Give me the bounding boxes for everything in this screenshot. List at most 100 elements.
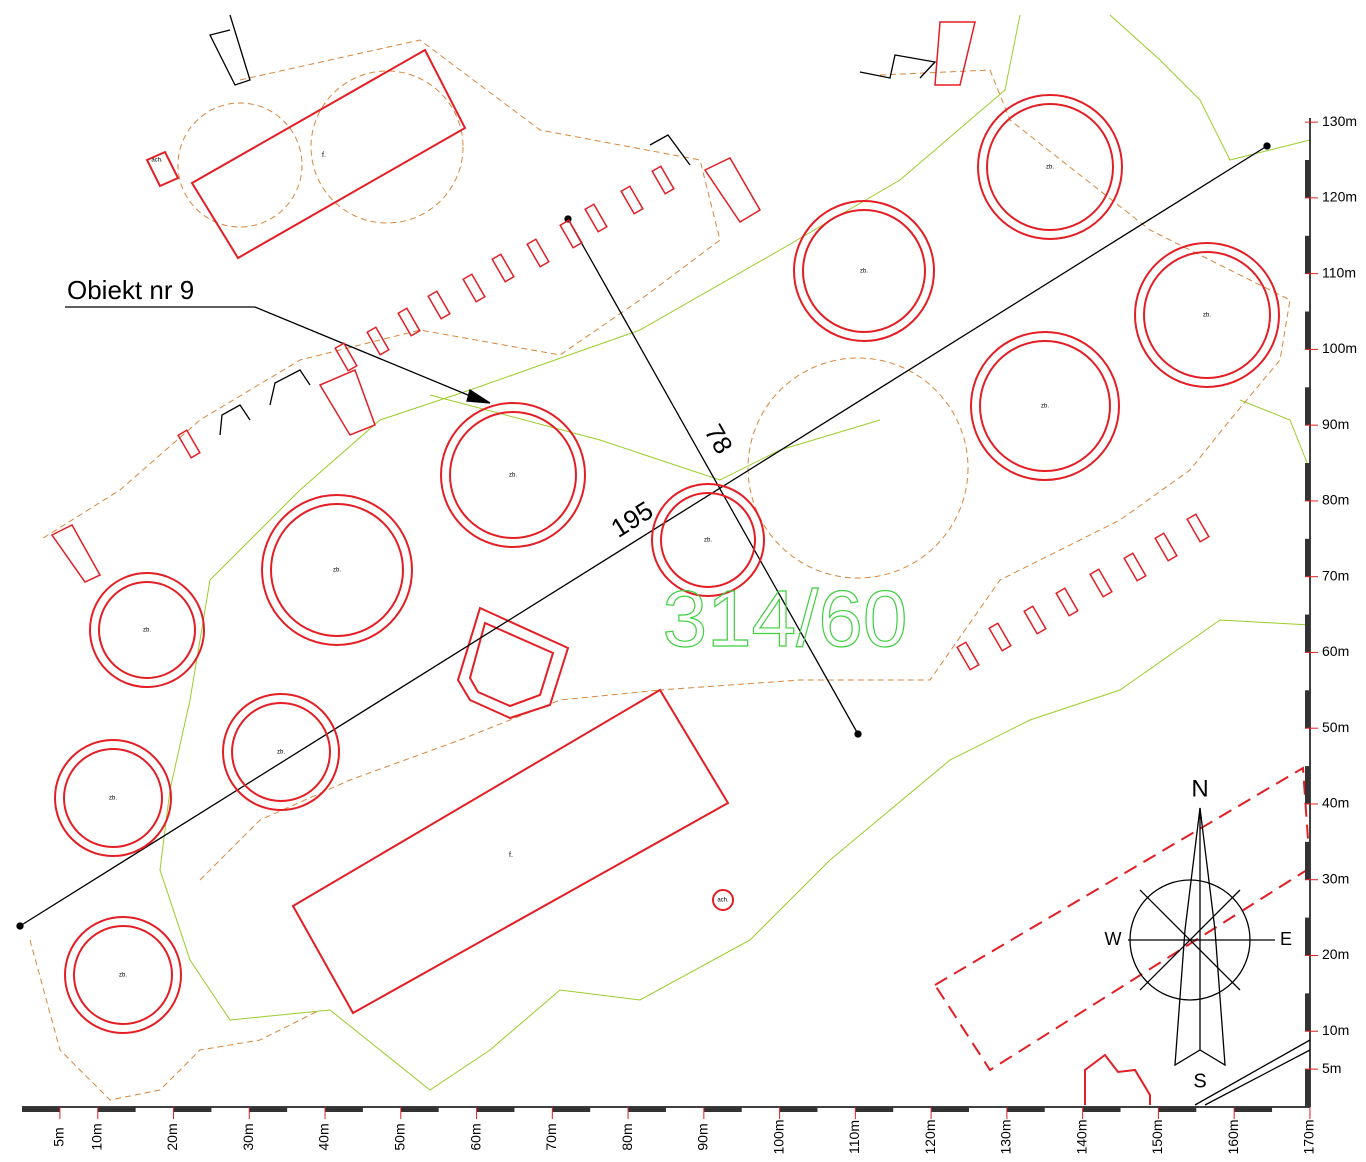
tree-label: zb. [333,568,341,574]
y-scale-label: 10m [1322,1022,1349,1038]
y-scale-segment [1305,236,1310,274]
y-scale-segment [1305,539,1310,577]
y-scale-label: 100m [1322,340,1357,356]
parking-spot [1024,606,1046,634]
parking-spot [1187,514,1209,542]
y-scale-label: 70m [1322,567,1349,583]
y-scale-segment [1305,312,1310,350]
x-scale-segment [98,1107,136,1112]
y-scale-label: 130m [1322,113,1357,129]
tree-label: zb. [1041,404,1049,410]
x-scale-label: 130m [998,1119,1014,1154]
shed-label: ach. [151,158,163,164]
x-scale-label: 30m [240,1123,256,1150]
tree-label: zb. [119,973,127,979]
y-scale-label: 40m [1322,795,1349,811]
y-scale-segment [1305,463,1310,501]
y-scale-label: 50m [1322,719,1349,735]
trees: zb.zb.zb.zb.zb.zb.zb.zb.zb.zb.zb. [55,95,1279,1033]
parking-spot [527,239,549,267]
y-scale-segment [1305,160,1310,198]
x-scale-segment [1234,1107,1272,1112]
parking-spot [652,166,674,194]
y-scale-label: 120m [1322,189,1357,205]
y-scale-segment [1305,842,1310,880]
y-scale-label: 110m [1322,264,1356,280]
x-scale-label: 60m [467,1123,483,1150]
y-scale-label: 20m [1322,946,1349,962]
parking-spot [428,291,450,319]
y-scale-label: 80m [1322,492,1349,508]
compass-n: N [1191,775,1208,802]
parking-spot [957,642,979,670]
x-scale-label: 160m [1225,1119,1241,1154]
tree-label: zb. [704,538,712,544]
garage-label: f. [322,152,326,159]
x-scale-segment [401,1107,439,1112]
x-scale-segment [1083,1107,1121,1112]
y-scale-segment [1305,387,1310,425]
x-scale-label: 40m [316,1123,332,1150]
parking-spot [989,623,1011,651]
parking-spot [1155,533,1177,561]
y-scale-segment [1305,766,1310,804]
tree-label: zb. [109,796,117,802]
y-scale-label: 60m [1322,643,1349,659]
x-scale-label: 20m [164,1123,180,1150]
x-scale-segment [704,1107,742,1112]
site-plan: zb.zb.zb.zb.zb.zb.zb.zb.zb.zb.zb. 5m10m2… [0,0,1366,1162]
x-scale-label: 100m [770,1119,786,1154]
x-scale-segment [780,1107,818,1112]
parking-spot [585,204,607,232]
x-scale-label: 170m [1301,1119,1317,1154]
garage-label: f. [509,852,513,859]
x-scale-segment [22,1107,60,1112]
x-scale-label: 90m [695,1123,711,1150]
x-scale-segment [931,1107,969,1112]
y-scale-segment [1305,918,1310,956]
x-scale-label: 50m [392,1123,408,1150]
parking-spot [1056,588,1078,616]
x-scale-segment [477,1107,515,1112]
y-scale-segment [1305,690,1310,728]
parking-spot [560,220,582,248]
x-scale-segment [855,1107,893,1112]
x-scale-label: 5m [51,1127,67,1146]
x-scale-label: 70m [543,1123,559,1150]
compass-s: S [1193,1070,1206,1092]
parking-spot [1090,569,1112,597]
x-scale-label: 80m [619,1123,635,1150]
x-scale-label: 10m [88,1123,104,1150]
y-scale-label: 30m [1322,870,1349,886]
x-scale-segment [174,1107,212,1112]
x-scale-label: 110m [846,1120,862,1154]
y-scale-label: 5m [1322,1060,1341,1076]
pit-label: ach. [717,898,729,904]
x-scale-segment [1007,1107,1045,1112]
x-scale-segment [552,1107,590,1112]
x-scale-label: 120m [922,1119,938,1154]
y-scale-label: 90m [1322,416,1349,432]
parking-spot [492,254,514,282]
x-scale-label: 150m [1149,1119,1165,1154]
y-scale-segment [1305,993,1310,1031]
parking-spot [398,308,420,336]
x-scale-segment [1158,1107,1196,1112]
compass-w: W [1105,929,1122,949]
tree-label: zb. [1203,313,1211,319]
parking-spot [463,274,485,302]
tree-label: zb. [1046,165,1054,171]
tree-label: zb. [509,473,517,479]
length-label: 195 [606,495,659,543]
object-label: Obiekt nr 9 [67,275,194,305]
tree-label: zb. [277,750,285,756]
x-scale-segment [325,1107,363,1112]
x-scale-segment [249,1107,287,1112]
parking-spot [621,186,643,214]
parking-spot [1124,553,1146,581]
compass [1128,808,1275,1065]
contours [160,15,1310,1090]
parcel-number: 314/60 [663,574,908,663]
width-label: 78 [699,419,739,459]
x-scale-label: 140m [1073,1119,1089,1154]
